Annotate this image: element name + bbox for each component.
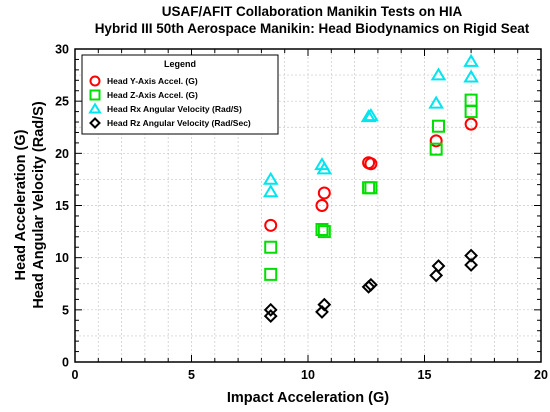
head-y-axis-accel-point (429, 134, 443, 148)
y-tick-label: 10 (55, 251, 69, 265)
head-z-axis-accel-point (315, 222, 329, 236)
y-tick-label: 0 (62, 356, 69, 370)
x-axis-label: Impact Acceleration (G) (227, 390, 389, 406)
head-rx-angular-velocity-point (262, 171, 279, 185)
head-rx-angular-velocity-point (463, 53, 479, 67)
y-tick-label: 25 (55, 95, 69, 109)
y-tick-label: 20 (55, 147, 69, 161)
x-tick-label: 20 (534, 368, 548, 382)
x-tick-label: 0 (72, 368, 79, 382)
legend-marker-head-rz-angular-velocity (89, 117, 101, 129)
y-tick-label: 5 (62, 303, 69, 317)
head-rx-angular-velocity-point (360, 109, 377, 123)
head-z-axis-accel-point (264, 240, 278, 254)
head-z-axis-accel-point (317, 225, 331, 239)
head-z-axis-accel-point (464, 105, 478, 119)
head-rx-angular-velocity-point (262, 184, 279, 198)
head-rz-angular-velocity-point (263, 302, 278, 317)
y-axis-label-line1: Head Acceleration (G) (13, 129, 29, 280)
head-rz-angular-velocity-point (431, 259, 446, 273)
x-tick-label: 15 (418, 368, 432, 382)
head-z-axis-accel-point (429, 142, 443, 156)
legend-label-head-rx-angular-velocity: Head Rx Angular Velocity (Rad/S) (107, 104, 242, 114)
legend-label-head-z-axis-accel: Head Z-Axis Accel. (G) (107, 90, 198, 100)
head-z-axis-accel-point (364, 181, 378, 195)
legend-marker-head-z-axis-accel (89, 89, 101, 101)
y-axis-label-line2: Head Angular Velocity (Rad/S) (31, 101, 47, 309)
head-rz-angular-velocity-point (429, 268, 444, 283)
head-rz-angular-velocity-point (263, 309, 278, 324)
legend-label-head-rz-angular-velocity: Head Rz Angular Velocity (Rad/Sec) (107, 118, 251, 128)
head-y-axis-accel-point (264, 218, 278, 232)
legend-marker-head-y-axis-accel (89, 75, 101, 87)
legend: Legend Head Y-Axis Accel. (G) Head Z-Axis… (81, 54, 279, 135)
x-tick-label: 5 (188, 368, 195, 382)
legend-title: Legend (164, 59, 196, 69)
head-z-axis-accel-point (431, 119, 445, 133)
head-rx-angular-velocity-point (363, 108, 379, 122)
chart-subtitle: Hybrid III 50th Aerospace Manikin: Head … (95, 21, 530, 36)
chart-title: USAF/AFIT Collaboration Manikin Tests on… (162, 4, 463, 19)
head-rz-angular-velocity-point (464, 258, 479, 272)
plot-frame (74, 48, 542, 363)
y-tick-label: 15 (55, 199, 69, 213)
head-rx-angular-velocity-point (430, 67, 447, 81)
legend-label-head-y-axis-accel: Head Y-Axis Accel. (G) (107, 76, 198, 86)
legend-marker-head-rx-angular-velocity (88, 102, 102, 114)
head-y-axis-accel-point (315, 199, 329, 212)
y-tick-label: 30 (55, 43, 69, 57)
head-y-axis-accel-point (464, 117, 478, 131)
data-markers (262, 53, 479, 324)
axis-ticks: 0 5 10 15 20 0 5 10 15 20 25 30 (55, 43, 548, 383)
x-tick-label: 10 (301, 368, 315, 382)
head-rx-angular-velocity-point (316, 161, 333, 175)
head-rz-angular-velocity-point (317, 297, 332, 312)
legend-box (81, 54, 279, 135)
head-rz-angular-velocity-point (464, 248, 479, 263)
head-y-axis-accel-point (364, 157, 378, 171)
head-y-axis-accel-point (317, 186, 331, 200)
head-z-axis-accel-point (264, 267, 278, 281)
head-rx-angular-velocity-point (428, 95, 444, 109)
head-rx-angular-velocity-point (463, 69, 479, 83)
head-rz-angular-velocity-point (363, 277, 378, 292)
